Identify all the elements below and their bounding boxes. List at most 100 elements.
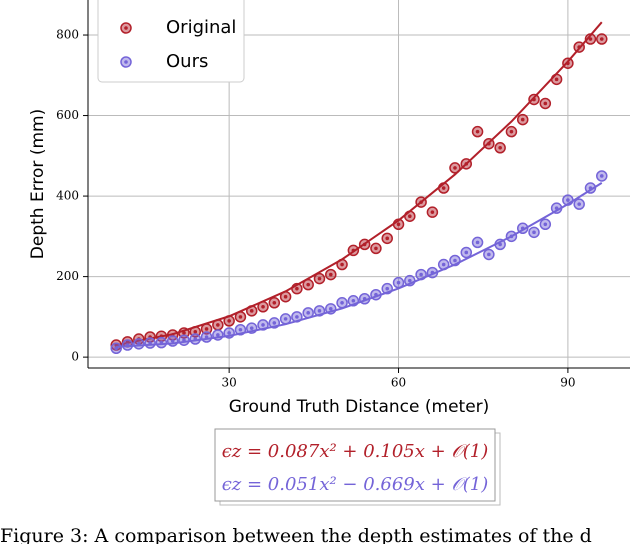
marker-dot — [125, 340, 130, 344]
point — [460, 158, 473, 170]
point — [166, 335, 179, 347]
point — [539, 97, 552, 110]
marker-dot — [453, 166, 457, 170]
point — [483, 137, 495, 150]
point — [347, 244, 360, 257]
marker-dot — [295, 315, 299, 319]
marker-dot — [430, 270, 435, 275]
point — [437, 258, 450, 271]
marker-dot — [125, 343, 130, 347]
marker-dot — [317, 276, 322, 281]
point — [596, 33, 608, 45]
marker-dot — [362, 296, 367, 301]
legend-marker — [120, 22, 132, 34]
marker-dot — [193, 337, 198, 341]
marker-dot — [193, 329, 198, 334]
y-tick-label: 200 — [56, 269, 79, 283]
marker-dot — [520, 117, 525, 122]
point — [279, 290, 292, 303]
marker-dot — [464, 250, 469, 255]
marker-dot — [124, 60, 128, 64]
point — [415, 196, 427, 208]
marker-dot — [588, 37, 593, 41]
marker-dot — [487, 252, 491, 257]
point — [550, 202, 563, 214]
marker-dot — [487, 141, 491, 146]
point — [110, 342, 122, 355]
marker-dot — [227, 319, 231, 323]
point — [155, 336, 168, 349]
marker-dot — [396, 222, 401, 227]
legend-marker — [120, 56, 132, 68]
point — [573, 41, 585, 53]
marker-dot — [295, 286, 299, 291]
point — [358, 292, 371, 305]
marker-dot — [419, 200, 423, 204]
marker-dot — [283, 294, 288, 299]
y-axis-label: Depth Error (mm) — [28, 109, 48, 259]
marker-dot — [408, 214, 412, 219]
marker-dot — [599, 174, 604, 178]
point — [494, 142, 506, 154]
point — [483, 248, 495, 261]
point — [539, 218, 552, 231]
marker-dot — [374, 246, 378, 251]
point — [189, 333, 202, 345]
point — [426, 206, 439, 218]
plot-area: 0 200 400 600 800 30 60 90 — [56, 0, 630, 390]
point — [313, 305, 326, 317]
marker-dot — [498, 145, 502, 150]
y-tick-label: 400 — [56, 189, 79, 203]
marker-dot — [599, 37, 604, 41]
marker-dot — [554, 206, 559, 210]
marker-dot — [261, 305, 265, 309]
point — [392, 276, 405, 289]
point — [325, 303, 337, 315]
marker-dot — [464, 162, 469, 166]
point — [494, 238, 506, 251]
marker-dot — [362, 242, 367, 247]
point — [460, 246, 473, 259]
marker-dot — [137, 342, 141, 346]
marker-dot — [475, 240, 480, 245]
point — [505, 125, 518, 138]
point — [370, 242, 382, 255]
marker-dot — [272, 321, 277, 325]
marker-dot — [159, 340, 164, 345]
marker-dot — [182, 338, 186, 343]
marker-dot — [182, 331, 186, 335]
marker-dot — [588, 186, 593, 190]
point — [471, 125, 484, 138]
equation: ϵz = 0.087x² + 0.105x + 𝒪(1) — [222, 441, 489, 462]
point — [121, 339, 134, 351]
marker-dot — [441, 262, 446, 267]
point — [268, 297, 281, 309]
point — [573, 198, 585, 210]
point — [121, 336, 134, 348]
x-tick-label: 90 — [560, 376, 575, 390]
point — [223, 327, 235, 339]
marker-dot — [204, 327, 209, 331]
point — [437, 182, 450, 194]
marker-dot — [340, 300, 344, 305]
x-axis-label: Ground Truth Distance (meter) — [229, 397, 490, 417]
marker-dot — [566, 61, 570, 66]
point — [178, 334, 190, 346]
point — [291, 311, 303, 323]
point — [268, 317, 281, 329]
point — [596, 170, 608, 182]
point — [200, 331, 213, 343]
marker-dot — [566, 198, 570, 202]
marker-dot — [419, 272, 423, 277]
point — [516, 222, 529, 235]
point — [257, 319, 269, 331]
point — [471, 236, 484, 249]
point — [404, 210, 416, 222]
point — [302, 278, 314, 291]
marker-dot — [261, 323, 265, 327]
point — [245, 322, 258, 334]
marker-dot — [216, 333, 220, 337]
point — [584, 33, 597, 45]
marker-dot — [430, 210, 435, 214]
